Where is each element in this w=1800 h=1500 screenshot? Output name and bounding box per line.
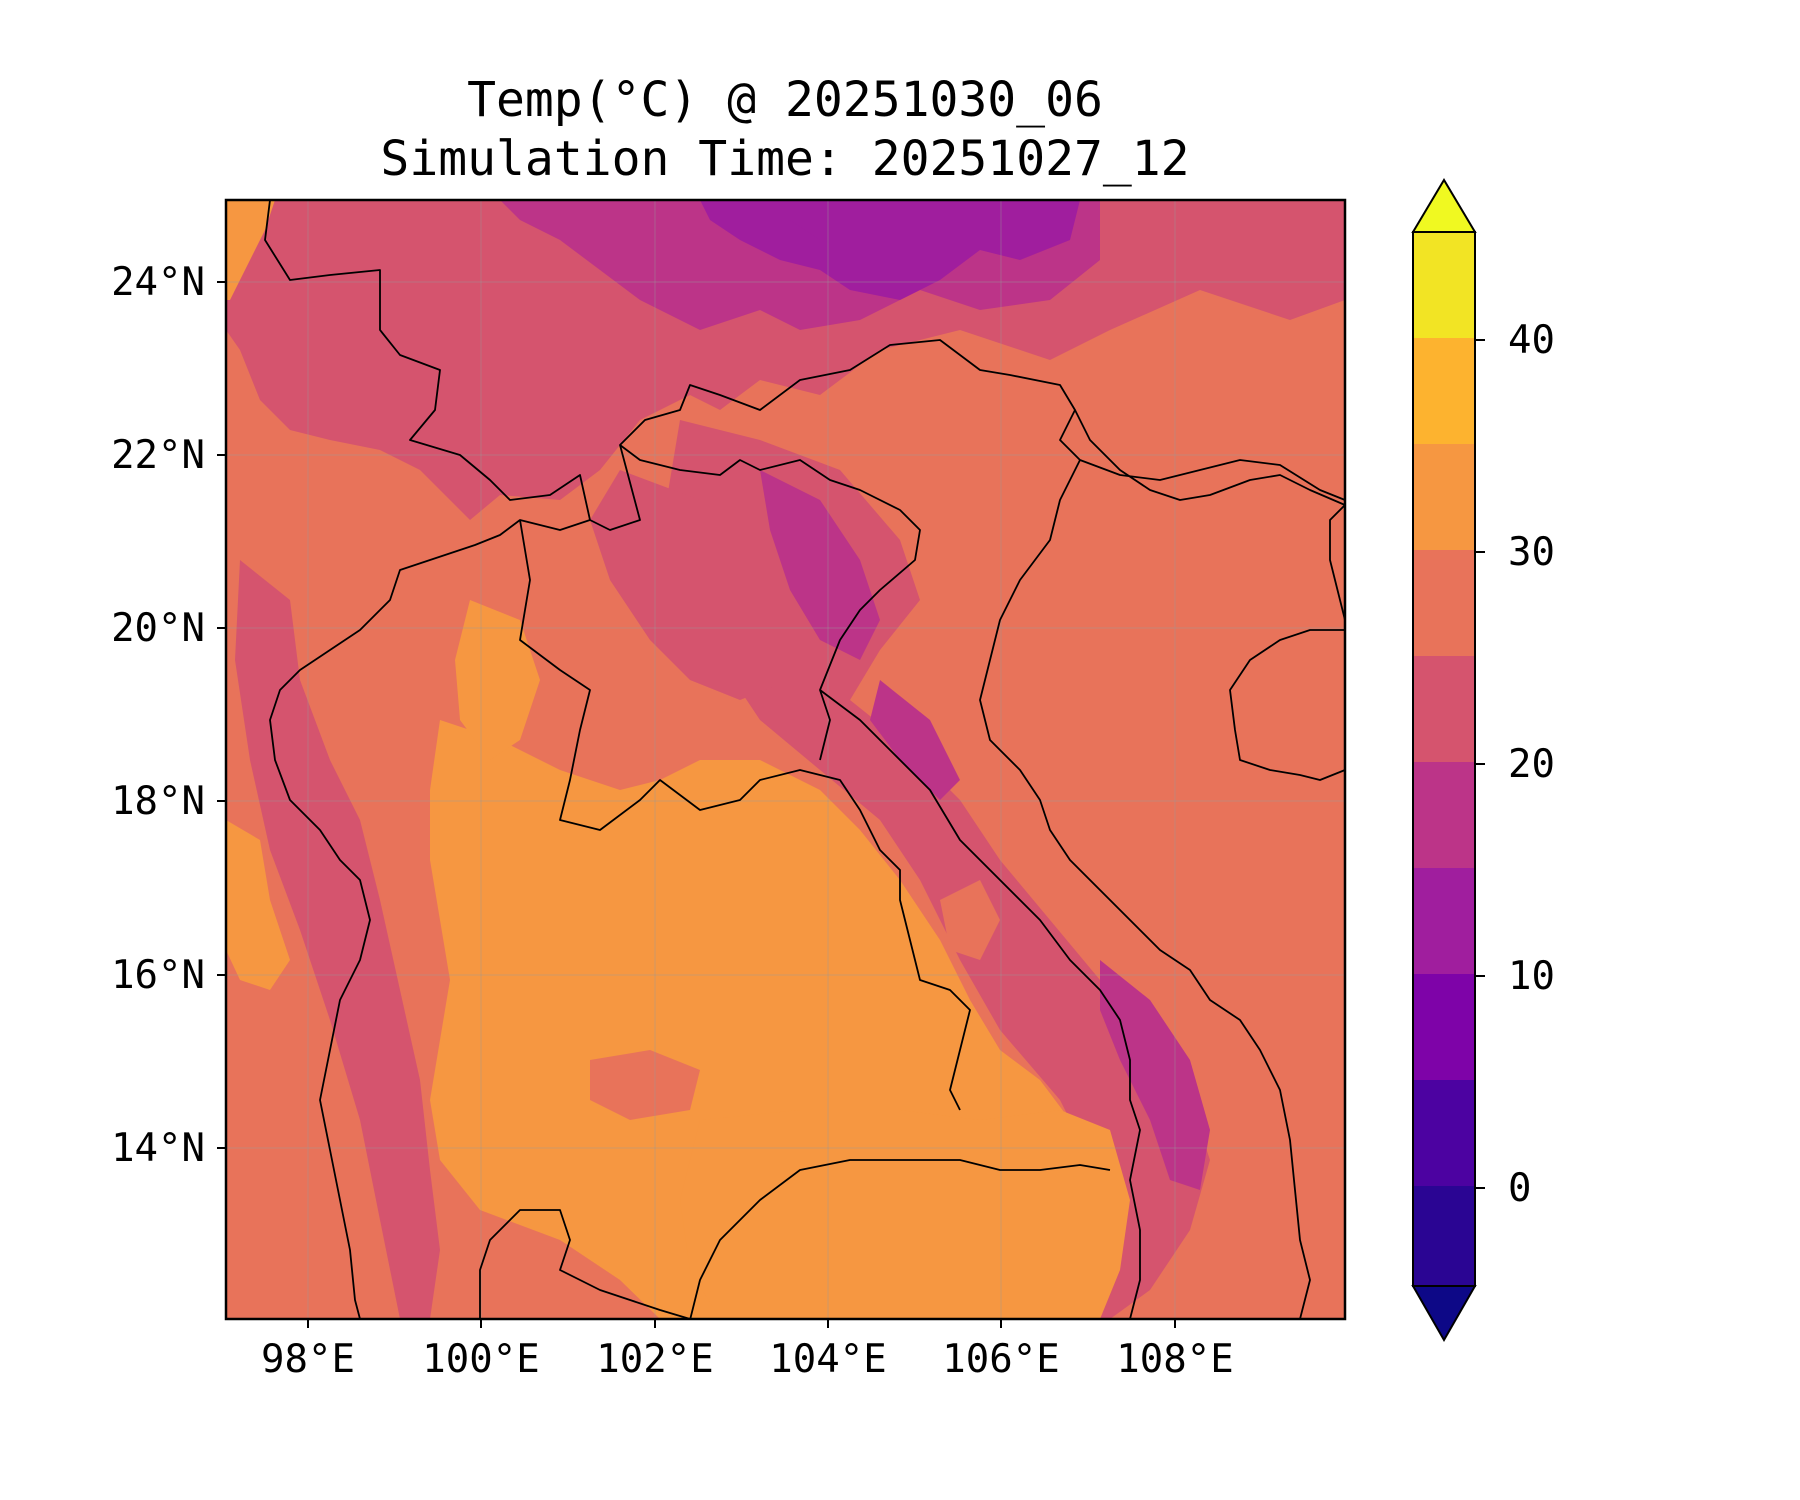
gridlines	[226, 200, 1345, 1319]
x-tick-label: 106°E	[942, 1337, 1059, 1382]
x-tick-label: 98°E	[261, 1337, 355, 1382]
y-tick-label: 22°N	[111, 433, 205, 478]
border-thailand-cambodia	[689, 1159, 1111, 1319]
colorbar-bin	[1413, 1080, 1475, 1186]
region-northern-laos	[590, 470, 800, 700]
colorbar-bin	[1413, 656, 1475, 762]
region-annamite-range	[760, 470, 880, 660]
y-tick-label: 20°N	[111, 606, 205, 651]
border-laos-china	[619, 444, 921, 761]
y-axis-ticks: 24°N 22°N 20°N 18°N 16°N 14°N	[111, 260, 226, 1171]
region-northwest-corner	[226, 200, 275, 300]
colorbar-bin	[1413, 232, 1475, 338]
colorbar-extend-high	[1411, 178, 1477, 233]
region-cooler-pocket-2	[940, 880, 1000, 960]
region-chiangmai-valleys	[455, 600, 540, 760]
colorbar-tick-label: 0	[1508, 1166, 1531, 1211]
y-tick-label: 14°N	[111, 1126, 205, 1171]
region-annamite-slopes	[660, 420, 1210, 1319]
colorbar-bin	[1413, 1186, 1475, 1286]
border-myanmar-laos-thailand	[269, 519, 591, 1319]
coastline-vietnam	[979, 409, 1345, 1319]
region-northwest-warm	[226, 820, 290, 990]
title-line-2: Simulation Time: 20251027_12	[380, 131, 1189, 187]
colorbar-tick-label: 10	[1508, 954, 1555, 999]
region-guizhou-peak	[780, 200, 960, 260]
colorbar-bin	[1413, 974, 1475, 1080]
colorbar-tick-label: 20	[1508, 742, 1555, 787]
coastline-leizhou	[1329, 504, 1345, 621]
x-tick-label: 100°E	[422, 1337, 539, 1382]
borders	[264, 200, 1345, 1319]
region-cambodia-plains	[680, 1110, 1130, 1319]
y-tick-label: 18°N	[111, 779, 205, 824]
x-tick-label: 108°E	[1116, 1337, 1233, 1382]
colorbar-bin	[1413, 868, 1475, 974]
border-laos-vietnam	[819, 689, 1141, 1319]
map-frame	[224, 198, 1347, 1321]
title-line-1: Temp(°C) @ 20251030_06	[467, 72, 1103, 128]
x-tick-label: 104°E	[769, 1337, 886, 1382]
region-cooler-pocket-1	[590, 1050, 700, 1120]
x-tick-label: 102°E	[596, 1337, 713, 1382]
colorbar-bin	[1413, 338, 1475, 444]
region-central-highlands	[1100, 960, 1210, 1190]
region-western-hills	[235, 560, 440, 1319]
colorbar: 40 30 20 10 0	[1411, 178, 1555, 1343]
colorbar-bin	[1413, 550, 1475, 656]
x-axis-ticks: 98°E 100°E 102°E 104°E 106°E 108°E	[261, 1319, 1234, 1382]
map-panel	[226, 200, 1345, 1319]
colorbar-bin	[1413, 444, 1475, 550]
coastline-gulf-of-thailand	[479, 1209, 691, 1319]
border-myanmar-china	[264, 200, 1345, 531]
coastline-hainan	[1229, 629, 1345, 781]
border-thailand-laos	[519, 519, 971, 1111]
y-tick-label: 16°N	[111, 953, 205, 998]
colorbar-frame	[1412, 231, 1476, 1287]
colorbar-bin	[1413, 762, 1475, 868]
colorbar-tick-label: 40	[1508, 318, 1555, 363]
y-tick-label: 24°N	[111, 260, 205, 305]
colorbar-tick-label: 30	[1508, 530, 1555, 575]
region-laos-ridge	[870, 680, 960, 800]
colorbar-extend-low	[1411, 1285, 1477, 1343]
